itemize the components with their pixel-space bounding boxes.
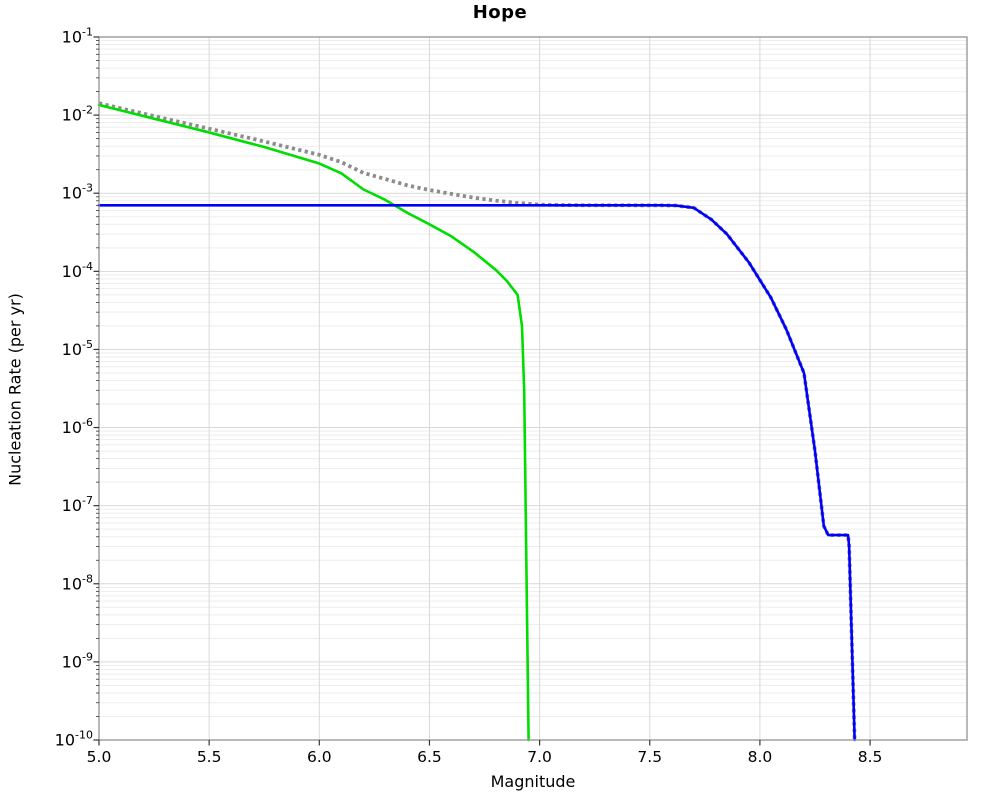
- x-tick-label: 7.0: [527, 748, 552, 766]
- x-tick-label: 5.0: [87, 748, 112, 766]
- series-lines: [97, 101, 857, 742]
- y-tick-label: 10-5: [62, 338, 93, 359]
- y-tick-label: 10-6: [62, 416, 93, 437]
- x-tick-label: 8.5: [858, 748, 883, 766]
- frame-rect: [98, 36, 968, 741]
- chart-title: Hope: [472, 2, 528, 23]
- series-green-curve: [97, 103, 530, 742]
- y-tick-label: 10-10: [55, 729, 93, 750]
- x-tick-label: 6.5: [417, 748, 442, 766]
- x-tick-label: 6.0: [307, 748, 332, 766]
- y-tick-label: 10-7: [62, 494, 93, 515]
- x-tick-label: 8.0: [748, 748, 773, 766]
- x-tick-label: 5.5: [197, 748, 222, 766]
- series-total-dotted: [98, 101, 857, 741]
- plot-frame: [98, 36, 968, 741]
- x-axis-label: Magnitude: [490, 772, 576, 791]
- y-tick-label: 10-4: [62, 260, 93, 281]
- series-blue-curve: [97, 204, 856, 742]
- tick-labels: 5.0 5.5 6.0 6.5 7.0 7.5 8.0 8.5 10-1 10-2 10-3 10-4…: [55, 26, 883, 767]
- grid-major: [98, 36, 967, 741]
- y-tick-label: 10-8: [62, 572, 93, 593]
- x-tick-label: 7.5: [637, 748, 662, 766]
- y-tick-label: 10-9: [62, 650, 93, 671]
- y-tick-label: 10-2: [62, 104, 93, 125]
- grid-minor: [99, 40, 967, 717]
- y-tick-label: 10-3: [62, 182, 93, 203]
- axis-ticks: [93, 36, 871, 746]
- y-tick-label: 10-1: [62, 26, 93, 47]
